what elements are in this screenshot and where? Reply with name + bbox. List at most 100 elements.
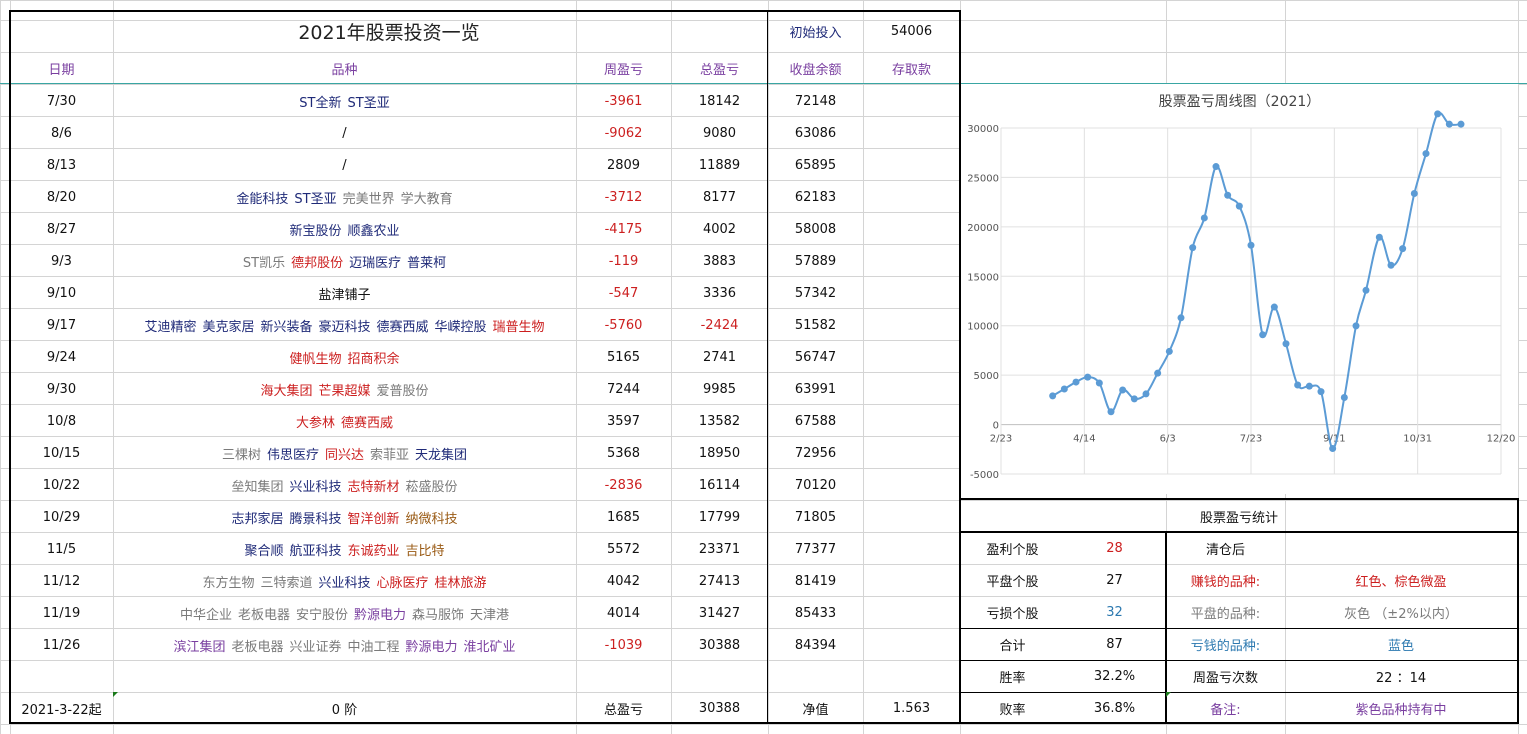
row-total-pl[interactable]: 8177 (671, 181, 768, 213)
initial-label[interactable]: 初始投入 (768, 10, 863, 52)
row-total-pl[interactable]: 31427 (671, 597, 768, 629)
row-balance[interactable]: 71805 (768, 501, 863, 533)
row-balance[interactable]: 58008 (768, 213, 863, 245)
initial-value[interactable]: 54006 (863, 10, 960, 52)
row-total-pl[interactable]: 9985 (671, 373, 768, 405)
row-week-pl[interactable]: 2809 (576, 149, 671, 181)
stats-value[interactable]: 27 (1064, 565, 1165, 596)
row-week-pl[interactable]: 5165 (576, 341, 671, 373)
row-total-pl[interactable]: 23371 (671, 533, 768, 565)
row-balance[interactable]: 72956 (768, 437, 863, 469)
stats-label2[interactable]: 备注: (1166, 693, 1285, 724)
row-date[interactable]: 10/15 (10, 437, 113, 469)
column-header[interactable]: 存取款 (863, 52, 960, 84)
row-date[interactable]: 9/17 (10, 309, 113, 341)
row-week-pl[interactable]: -2836 (576, 469, 671, 501)
row-stocks[interactable]: 三棵树 伟思医疗 同兴达 索菲亚 天龙集团 (113, 437, 576, 469)
row-total-pl[interactable]: 4002 (671, 213, 768, 245)
row-date[interactable]: 10/29 (10, 501, 113, 533)
row-deposit[interactable] (863, 277, 960, 309)
row-stocks[interactable]: 大参林 德赛西威 (113, 405, 576, 437)
row-balance[interactable]: 57889 (768, 245, 863, 277)
row-balance[interactable]: 67588 (768, 405, 863, 437)
footer-total-label[interactable]: 总盈亏 (576, 692, 671, 724)
row-balance[interactable]: 62183 (768, 181, 863, 213)
stats-label2[interactable]: 清仓后 (1166, 533, 1285, 564)
row-balance[interactable]: 70120 (768, 469, 863, 501)
row-balance[interactable]: 84394 (768, 629, 863, 661)
row-deposit[interactable] (863, 629, 960, 661)
row-stocks[interactable]: 聚合顺 航亚科技 东诚药业 吉比特 (113, 533, 576, 565)
stats-label[interactable]: 平盘个股 (961, 565, 1064, 596)
stats-label2[interactable]: 亏钱的品种: (1166, 629, 1285, 660)
row-stocks[interactable]: 海大集团 芒果超媒 爱普股份 (113, 373, 576, 405)
row-stocks[interactable]: ST凯乐 德邦股份 迈瑞医疗 普莱柯 (113, 245, 576, 277)
row-date[interactable]: 11/5 (10, 533, 113, 565)
row-week-pl[interactable]: 4042 (576, 565, 671, 597)
row-stocks[interactable]: / (113, 149, 576, 181)
stats-label[interactable]: 亏损个股 (961, 597, 1064, 628)
row-week-pl[interactable]: 5368 (576, 437, 671, 469)
stats-value2[interactable]: 红色、棕色微盈 (1285, 565, 1517, 596)
footer-start[interactable]: 2021-3-22起 (10, 692, 113, 724)
row-balance[interactable]: 85433 (768, 597, 863, 629)
row-total-pl[interactable]: 16114 (671, 469, 768, 501)
stats-label[interactable]: 合计 (961, 629, 1064, 660)
row-deposit[interactable] (863, 437, 960, 469)
row-total-pl[interactable]: 11889 (671, 149, 768, 181)
row-balance[interactable]: 63991 (768, 373, 863, 405)
row-stocks[interactable]: / (113, 117, 576, 149)
row-balance[interactable]: 65895 (768, 149, 863, 181)
footer-total-value[interactable]: 30388 (671, 692, 768, 724)
row-deposit[interactable] (863, 309, 960, 341)
row-balance[interactable]: 51582 (768, 309, 863, 341)
row-total-pl[interactable]: 18142 (671, 85, 768, 117)
row-week-pl[interactable]: -5760 (576, 309, 671, 341)
row-deposit[interactable] (863, 597, 960, 629)
row-date[interactable]: 11/12 (10, 565, 113, 597)
row-deposit[interactable] (863, 373, 960, 405)
row-week-pl[interactable]: 3597 (576, 405, 671, 437)
row-balance[interactable]: 77377 (768, 533, 863, 565)
row-stocks[interactable]: 滨江集团 老板电器 兴业证券 中油工程 黔源电力 淮北矿业 (113, 629, 576, 661)
row-balance[interactable]: 63086 (768, 117, 863, 149)
row-deposit[interactable] (863, 245, 960, 277)
row-total-pl[interactable]: 17799 (671, 501, 768, 533)
column-header[interactable]: 收盘余额 (768, 52, 863, 84)
row-deposit[interactable] (863, 469, 960, 501)
row-total-pl[interactable]: 18950 (671, 437, 768, 469)
row-deposit[interactable] (863, 181, 960, 213)
row-date[interactable]: 10/8 (10, 405, 113, 437)
row-stocks[interactable]: 新宝股份 顺鑫农业 (113, 213, 576, 245)
row-stocks[interactable]: 艾迪精密 美克家居 新兴装备 豪迈科技 德赛西威 华嵘控股 瑞普生物 (113, 309, 576, 341)
stats-value[interactable]: 87 (1064, 629, 1165, 660)
row-balance[interactable]: 57342 (768, 277, 863, 309)
row-week-pl[interactable]: 1685 (576, 501, 671, 533)
column-header[interactable]: 周盈亏 (576, 52, 671, 84)
row-balance[interactable]: 81419 (768, 565, 863, 597)
row-date[interactable]: 9/30 (10, 373, 113, 405)
row-week-pl[interactable]: -3712 (576, 181, 671, 213)
row-total-pl[interactable]: 9080 (671, 117, 768, 149)
stats-value2[interactable] (1285, 533, 1517, 564)
row-date[interactable]: 7/30 (10, 85, 113, 117)
row-stocks[interactable]: 金能科技 ST圣亚 完美世界 学大教育 (113, 181, 576, 213)
row-week-pl[interactable]: 7244 (576, 373, 671, 405)
row-week-pl[interactable]: -3961 (576, 85, 671, 117)
stats-value2[interactable]: 22 ：14 (1285, 661, 1517, 692)
row-week-pl[interactable]: -4175 (576, 213, 671, 245)
footer-step[interactable]: 0 阶 (113, 692, 576, 724)
row-stocks[interactable]: 东方生物 三特索道 兴业科技 心脉医疗 桂林旅游 (113, 565, 576, 597)
row-total-pl[interactable]: -2424 (671, 309, 768, 341)
stats-label[interactable]: 盈利个股 (961, 533, 1064, 564)
stats-label[interactable]: 败率 (961, 693, 1064, 724)
stats-value2[interactable]: 蓝色 (1285, 629, 1517, 660)
stats-label2[interactable]: 赚钱的品种: (1166, 565, 1285, 596)
row-deposit[interactable] (863, 405, 960, 437)
row-deposit[interactable] (863, 533, 960, 565)
stats-title[interactable]: 股票盈亏统计 (961, 500, 1517, 532)
stats-value[interactable]: 32.2% (1064, 661, 1165, 692)
row-total-pl[interactable]: 3336 (671, 277, 768, 309)
row-stocks[interactable]: 垒知集团 兴业科技 志特新材 菘盛股份 (113, 469, 576, 501)
row-week-pl[interactable]: -9062 (576, 117, 671, 149)
